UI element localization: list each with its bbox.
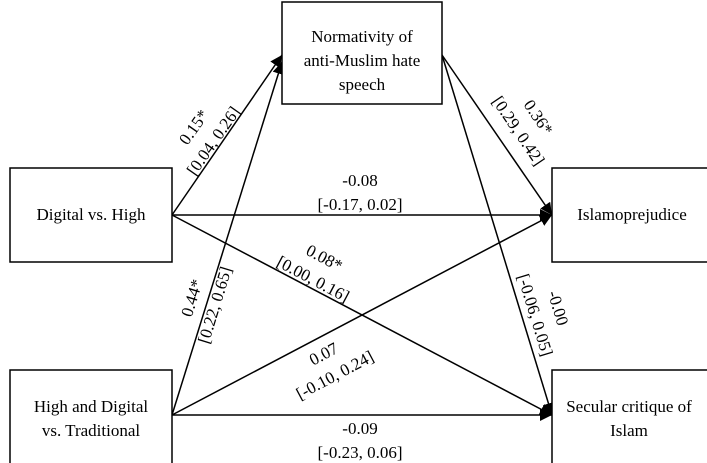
edge-label: 0.08*[0.00, 0.16] bbox=[274, 241, 353, 307]
estimate: -0.08 bbox=[342, 171, 377, 190]
node-box bbox=[551, 167, 707, 263]
edge-label: -0.00[-0.06, 0.05] bbox=[514, 272, 573, 359]
edge-label: 0.36*[0.29, 0.42] bbox=[488, 93, 557, 169]
node-label: anti-Muslim hate bbox=[304, 51, 421, 70]
node-box bbox=[281, 1, 443, 105]
node-label: Digital vs. High bbox=[36, 205, 146, 224]
node-label: Secular critique of bbox=[566, 397, 692, 416]
arrow bbox=[171, 214, 553, 416]
edge-label: 0.07[-0.10, 0.24] bbox=[293, 338, 377, 403]
estimate: -0.09 bbox=[342, 419, 377, 438]
arrow bbox=[171, 54, 283, 216]
node-label: Normativity of bbox=[311, 27, 413, 46]
arrow bbox=[441, 54, 553, 216]
nodes: Normativity of anti-Muslim hate speech Digi… bbox=[9, 1, 707, 463]
arrow bbox=[441, 54, 555, 416]
node-box bbox=[9, 167, 173, 263]
node-box bbox=[9, 369, 173, 463]
confidence-interval: [-0.17, 0.02] bbox=[318, 195, 403, 214]
confidence-interval: [-0.23, 0.06] bbox=[318, 443, 403, 462]
edges: 0.15*[0.04, 0.26] 0.44*[0.22, 0.65] 0.36*[… bbox=[171, 54, 573, 462]
edge-label: -0.09 [-0.23, 0.06] bbox=[318, 419, 403, 462]
arrow bbox=[171, 61, 285, 416]
node-label: vs. Traditional bbox=[42, 421, 141, 440]
confidence-interval: [-0.06, 0.05] bbox=[514, 272, 557, 359]
node-label: speech bbox=[339, 75, 386, 94]
edge-label: 0.44*[0.22, 0.65] bbox=[177, 264, 235, 345]
node-label: High and Digital bbox=[34, 397, 149, 416]
node-label: Islamoprejudice bbox=[577, 205, 687, 224]
confidence-interval: [0.22, 0.65] bbox=[194, 264, 235, 345]
edge-label: 0.15*[0.04, 0.26] bbox=[175, 103, 244, 179]
edge-label: -0.08 [-0.17, 0.02] bbox=[318, 171, 403, 214]
node-box bbox=[551, 369, 707, 463]
node-label: Islam bbox=[610, 421, 648, 440]
